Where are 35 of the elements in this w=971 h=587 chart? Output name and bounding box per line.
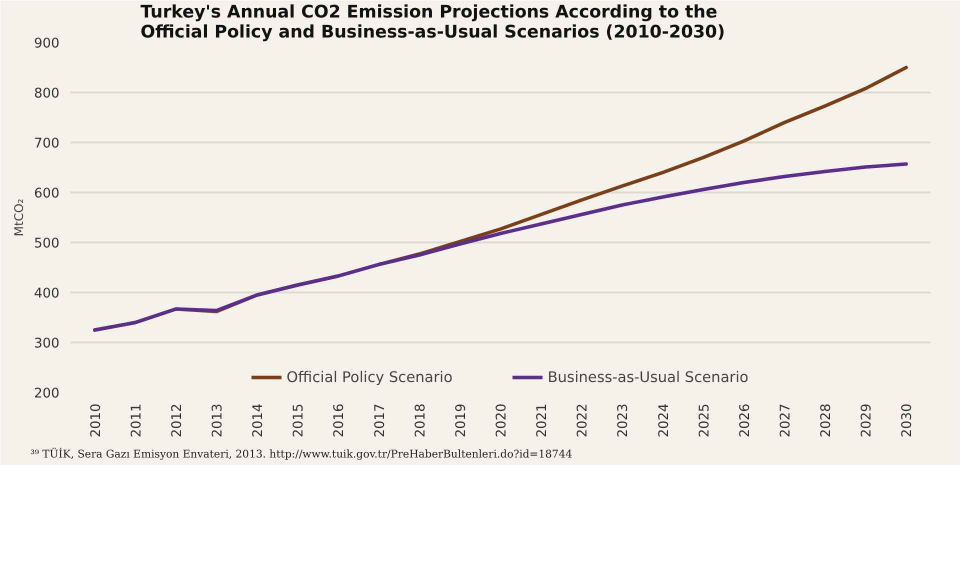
y-tick-label: 500 xyxy=(34,236,60,252)
x-tick-label: 2021 xyxy=(535,403,550,438)
x-tick-label: 2027 xyxy=(778,403,794,438)
x-tick-label: 2014 xyxy=(251,403,266,438)
y-tick-label: 200 xyxy=(34,386,60,402)
chart-title: Turkey's Annual CO2 Emission Projections According to the Official Policy and Business-as-Usual Scenarios (2010-2030) xyxy=(140,2,726,42)
x-tick-label: 2020 xyxy=(494,403,510,438)
x-tick-label: 2017 xyxy=(372,403,388,438)
y-tick-label: 800 xyxy=(34,86,60,102)
x-tick-label: 2023 xyxy=(616,403,632,438)
y-axis-title: MtCO₂ xyxy=(12,198,26,236)
text: ³⁹ TÜİK, Sera Gazı Emisyon Envateri, 2013. http://www.tuik.gov.tr/PreHaberBultenleri.do?id=18744 xyxy=(30,448,572,460)
x-tick-label: 2024 xyxy=(656,403,672,438)
legend-label: Business-as-Usual Scenario xyxy=(548,368,748,386)
x-tick-label: 2029 xyxy=(860,403,875,438)
x-tick-label: 2026 xyxy=(738,403,753,438)
line-series xyxy=(93,162,908,332)
x-tick-label: 2030 xyxy=(900,403,916,438)
y-tick-label: 600 xyxy=(34,186,60,202)
x-tick-label: 2025 xyxy=(697,403,712,438)
legend-label: Official Policy Scenario xyxy=(286,368,453,386)
x-tick-label: 2010 xyxy=(88,403,104,438)
x-tick-label: 2011 xyxy=(129,403,144,438)
y-tick-label: 300 xyxy=(34,336,60,352)
y-tick-label: 400 xyxy=(34,286,60,302)
x-tick-label: 2022 xyxy=(576,403,591,438)
x-tick-label: 2016 xyxy=(332,403,348,438)
x-tick-label: 2012 xyxy=(170,403,185,438)
y-tick-label: 900 xyxy=(34,36,60,52)
x-tick-label: 2018 xyxy=(413,403,428,438)
y-tick-label: 700 xyxy=(34,136,60,152)
x-tick-label: 2019 xyxy=(454,403,469,438)
x-tick-label: 2013 xyxy=(210,403,226,438)
x-tick-label: 2015 xyxy=(292,403,307,438)
x-tick-label: 2028 xyxy=(819,403,834,438)
